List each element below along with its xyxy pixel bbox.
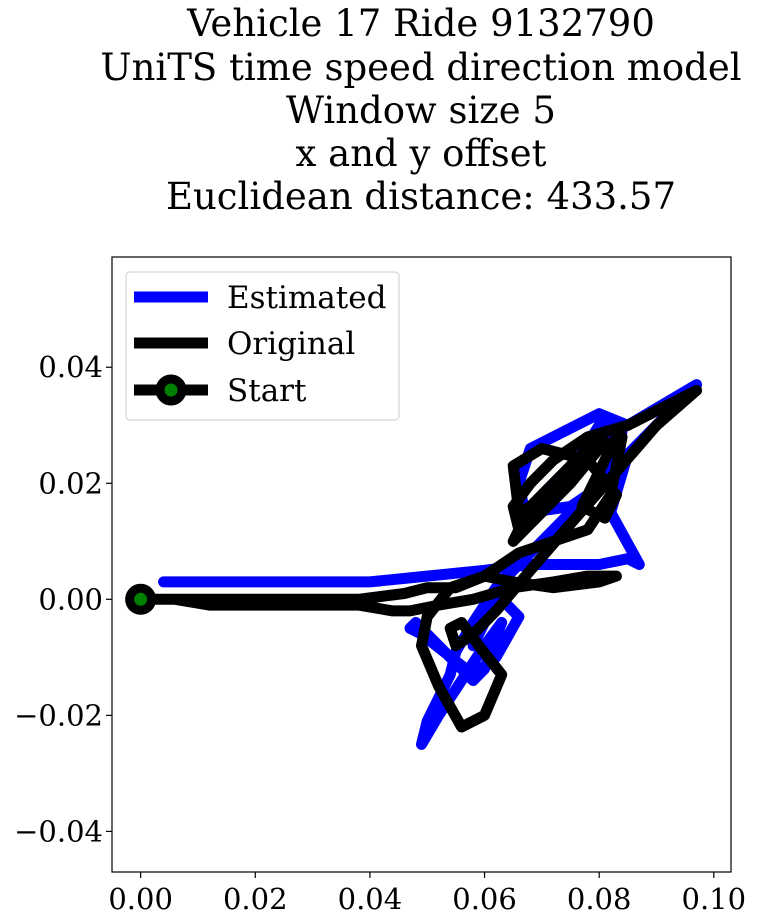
x-tick-label: 0.04	[338, 882, 403, 916]
title-line-1: Vehicle 17 Ride 9132790	[186, 2, 655, 45]
x-tick-label: 0.06	[452, 882, 517, 916]
x-axis: 0.00 0.02 0.04 0.06 0.08 0.10	[108, 872, 746, 916]
start-marker	[125, 583, 157, 615]
x-tick-label: 0.10	[682, 882, 747, 916]
legend: Estimated Original Start	[125, 271, 400, 421]
title-line-2: UniTS time speed direction model	[100, 46, 741, 89]
series-layer	[135, 379, 703, 750]
legend-box	[125, 271, 400, 421]
plot-frame	[111, 256, 732, 873]
y-axis: −0.04 −0.02 0.00 0.02 0.04	[14, 350, 112, 848]
title-line-5: Euclidean distance: 433.57	[166, 175, 676, 218]
y-tick-label: −0.04	[14, 814, 103, 848]
title-line-4: x and y offset	[296, 132, 547, 175]
y-tick-label: 0.00	[38, 582, 103, 616]
title-line-3: Window size 5	[286, 89, 556, 132]
chart-title: Vehicle 17 Ride 9132790 UniTS time speed…	[100, 2, 741, 218]
start-layer	[125, 583, 157, 615]
legend-label-estimated: Estimated	[227, 280, 386, 316]
x-tick-label: 0.02	[223, 882, 288, 916]
y-tick-label: −0.02	[14, 698, 103, 732]
series-line-original	[135, 384, 703, 733]
legend-label-original: Original	[227, 326, 355, 362]
legend-swatch-start-marker	[155, 374, 187, 406]
y-tick-label: 0.04	[38, 350, 103, 384]
y-tick-label: 0.02	[38, 466, 103, 500]
legend-label-start: Start	[227, 373, 307, 409]
x-tick-label: 0.08	[567, 882, 632, 916]
x-tick-label: 0.00	[108, 882, 173, 916]
